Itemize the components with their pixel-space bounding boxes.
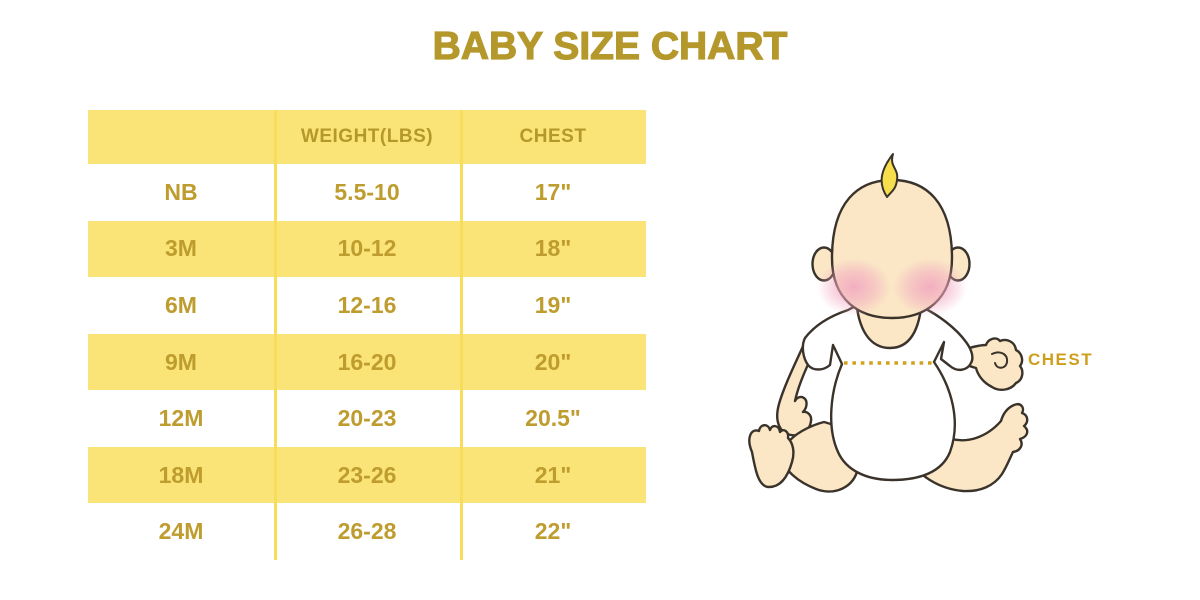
column-divider xyxy=(460,110,463,560)
chest-cell: 17" xyxy=(534,178,572,205)
baby-svg xyxy=(748,153,1029,493)
size-cell: 6M xyxy=(165,291,197,318)
table-row: NB 5.5-10 17" xyxy=(88,164,646,221)
weight-cell: 16-20 xyxy=(337,348,397,375)
chest-measure-label: CHEST xyxy=(1028,350,1094,369)
baby-fist-thumb-line xyxy=(991,351,1009,369)
table-header-row: WEIGHT(LBS) CHEST xyxy=(88,110,646,164)
size-cell: NB xyxy=(164,178,198,205)
table-row: 3M 10-12 18" xyxy=(88,220,646,278)
chest-cell: 20.5" xyxy=(525,405,581,432)
column-divider xyxy=(274,110,277,560)
size-cell: 18M xyxy=(158,461,204,488)
chest-cell: 19" xyxy=(534,291,572,318)
size-cell: 24M xyxy=(158,518,204,545)
header-weight-cell: WEIGHT(LBS) xyxy=(300,126,434,147)
header-size-cell xyxy=(88,110,274,164)
baby-hair-tuft xyxy=(880,153,899,198)
weight-cell: 20-23 xyxy=(337,405,397,432)
weight-cell: 23-26 xyxy=(337,461,397,488)
table-row: 18M 23-26 21" xyxy=(88,446,646,504)
chest-cell: 21" xyxy=(534,461,572,488)
size-table: WEIGHT(LBS) CHEST NB 5.5-10 17" 3M 10-12… xyxy=(88,110,646,560)
table-row: 24M 26-28 22" xyxy=(88,503,646,560)
size-cell: 3M xyxy=(165,235,197,262)
chest-cell: 20" xyxy=(534,348,572,375)
page-title: BABY SIZE CHART xyxy=(432,25,788,69)
weight-cell: 12-16 xyxy=(337,291,397,318)
header-chest-cell: CHEST xyxy=(519,126,587,147)
table-row: 9M 16-20 20" xyxy=(88,333,646,391)
baby-left-arm xyxy=(776,342,816,437)
size-cell: 9M xyxy=(165,348,197,375)
size-cell: 12M xyxy=(158,405,204,432)
weight-cell: 10-12 xyxy=(337,235,397,262)
baby-cheek-right xyxy=(893,258,967,316)
baby-illustration xyxy=(720,140,1140,520)
baby-cheek-left xyxy=(817,258,891,316)
baby-onesie xyxy=(801,298,974,482)
table-row: 12M 20-23 20.5" xyxy=(88,390,646,447)
table-row: 6M 12-16 19" xyxy=(88,277,646,334)
weight-cell: 5.5-10 xyxy=(334,178,400,205)
chest-cell: 22" xyxy=(534,518,572,545)
weight-cell: 26-28 xyxy=(337,518,397,545)
chest-cell: 18" xyxy=(534,235,572,262)
baby-left-foot xyxy=(748,424,795,489)
